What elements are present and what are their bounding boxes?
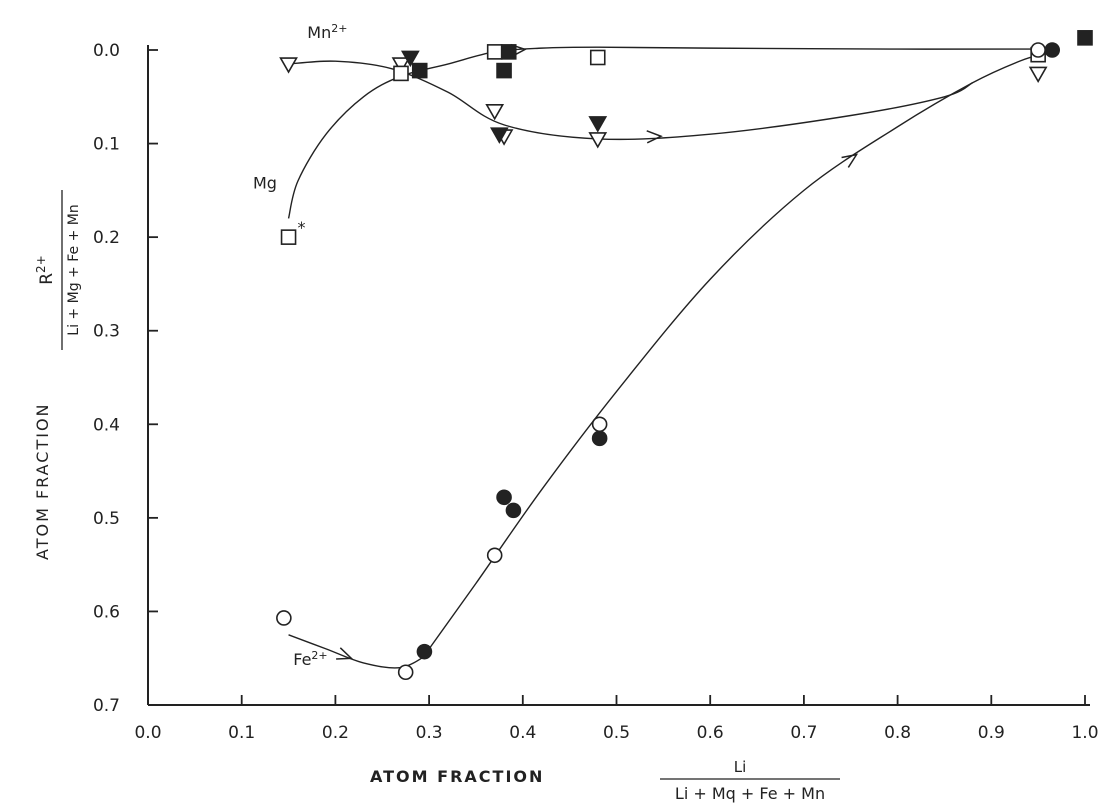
tick-marks <box>147 49 1086 706</box>
point-mg-filled <box>500 44 517 60</box>
series-label-mn2: Mn2+ <box>307 21 347 42</box>
x-tick-label: 1.0 <box>1071 723 1098 743</box>
point-mg-filled <box>411 62 428 79</box>
arrow-fe2-start <box>336 647 354 660</box>
x-tick-label: 0.4 <box>509 723 536 743</box>
series-label-mg: Mg <box>253 173 277 192</box>
x-tick-label: 0.9 <box>978 723 1005 743</box>
x-tick-label: 0.0 <box>134 723 161 743</box>
y-axis-fraction-denominator: Li + Mg + Fe + Mn <box>66 204 82 335</box>
y-axis-fraction-numerator: R2+ <box>34 255 57 285</box>
x-tick-label: 0.8 <box>884 723 911 743</box>
x-tick-label: 0.6 <box>697 723 724 743</box>
y-tick-label: 0.4 <box>93 415 120 435</box>
point-fe2-filled <box>416 643 433 660</box>
point-fe2-open <box>486 547 503 564</box>
point-mn2-filled <box>489 127 509 144</box>
point-mg-open <box>393 65 409 82</box>
y-tick-label: 0.5 <box>93 509 120 529</box>
trend-mn2 <box>288 60 973 141</box>
series-labels: Mn2+ Mg Fe2+ <box>253 21 348 668</box>
trend-fe2-start <box>288 634 430 669</box>
trend-fe2 <box>428 52 1048 650</box>
y-tick-label: 0.3 <box>93 322 120 342</box>
point-mn2-filled <box>400 50 420 68</box>
asterisk-mark: * <box>298 218 306 237</box>
y-tick-label: 0.7 <box>93 696 120 716</box>
point-mn2-open <box>588 132 608 149</box>
point-mn2-open <box>279 57 298 74</box>
point-mg-filled <box>496 62 512 79</box>
trend-curves <box>287 43 1048 669</box>
x-tick-label: 0.1 <box>228 723 255 743</box>
y-axis-title-outer: ATOM FRACTION <box>33 402 52 560</box>
point-fe2-open <box>1030 42 1046 58</box>
x-tick-label: 0.7 <box>790 723 817 743</box>
point-fe2-filled <box>1044 42 1061 58</box>
x-tick-label: 0.2 <box>322 723 349 743</box>
arrow-fe2 <box>841 153 859 168</box>
x-tick-labels: 0.0 0.1 0.2 0.3 0.4 0.5 0.6 0.7 0.8 0.9 1.0 <box>134 723 1098 743</box>
series-label-fe2: Fe2+ <box>293 648 327 669</box>
point-fe2-filled <box>496 489 512 506</box>
x-tick-label: 0.3 <box>416 723 443 743</box>
data-markers: * <box>276 30 1093 681</box>
point-fe2-open <box>276 610 292 626</box>
y-tick-label: 0.6 <box>93 602 120 622</box>
point-mn2-open <box>1028 66 1048 84</box>
point-mn2-open <box>485 104 505 121</box>
x-axis-fraction-numerator: Li <box>734 758 747 776</box>
x-tick-label: 0.5 <box>603 723 630 743</box>
x-axis-title-prefix: ATOM FRACTION <box>370 767 544 786</box>
point-fe2-filled <box>591 430 608 447</box>
point-mg-open <box>589 49 606 66</box>
x-axis-fraction-denominator: Li + Mq + Fe + Mn <box>675 784 825 803</box>
y-tick-label: 0.1 <box>93 135 120 155</box>
point-fe2-open <box>397 664 414 681</box>
point-mg-filled <box>1077 30 1093 46</box>
point-mn2-open <box>391 57 411 74</box>
axes <box>147 45 1090 706</box>
y-tick-labels: 0.0 0.1 0.2 0.3 0.4 0.5 0.6 0.7 <box>93 41 120 716</box>
arrow-mn2 <box>646 130 663 144</box>
y-tick-label: 0.2 <box>93 228 120 248</box>
y-tick-label: 0.0 <box>93 41 120 61</box>
point-fe2-open <box>591 416 608 433</box>
point-mg-open <box>280 229 297 245</box>
point-mg-open <box>486 44 503 60</box>
y-axis-fraction: R2+ Li + Mg + Fe + Mn <box>34 190 82 350</box>
point-mn2-filled <box>588 116 608 133</box>
point-fe2-filled <box>505 502 522 519</box>
